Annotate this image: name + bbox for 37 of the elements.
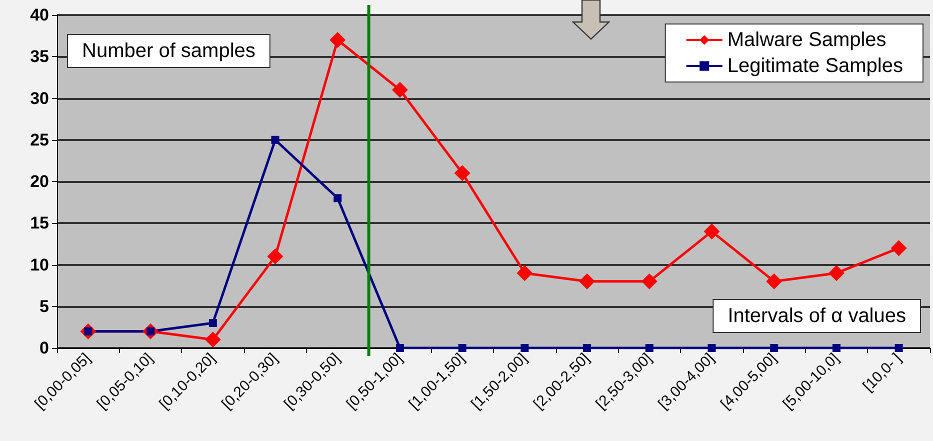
y-tick-label: 30 — [30, 88, 49, 108]
point — [330, 32, 346, 48]
point — [396, 344, 404, 352]
y-tick-label: 0 — [40, 338, 49, 358]
point — [770, 344, 778, 352]
y-tick-label: 40 — [30, 6, 49, 24]
point — [267, 248, 284, 264]
point — [828, 265, 844, 282]
y-tick-label: 25 — [30, 130, 49, 150]
annotation: Intervals of α values — [728, 305, 906, 327]
point — [583, 344, 592, 352]
point — [832, 344, 840, 352]
point — [890, 240, 907, 256]
point — [641, 273, 658, 290]
point — [708, 344, 716, 352]
point — [766, 273, 782, 290]
point — [208, 319, 217, 328]
y-tick-label: 10 — [30, 255, 49, 274]
point — [271, 136, 280, 144]
point — [645, 344, 654, 352]
point — [204, 332, 221, 348]
point — [458, 344, 466, 352]
legend-label: Malware Samples — [727, 29, 886, 51]
y-tick-label: 5 — [40, 296, 49, 316]
point — [516, 265, 533, 282]
y-tick-label: 15 — [30, 214, 49, 233]
point — [334, 194, 342, 202]
legend-label: Legitimate Samples — [727, 55, 904, 77]
point — [704, 223, 720, 240]
point — [579, 273, 596, 290]
point — [392, 82, 408, 98]
point — [520, 344, 529, 352]
point — [454, 165, 470, 182]
y-tick-label: 20 — [30, 172, 49, 191]
point — [894, 344, 903, 352]
annotation: Number of samples — [82, 40, 256, 62]
y-tick-label: 35 — [30, 47, 49, 66]
